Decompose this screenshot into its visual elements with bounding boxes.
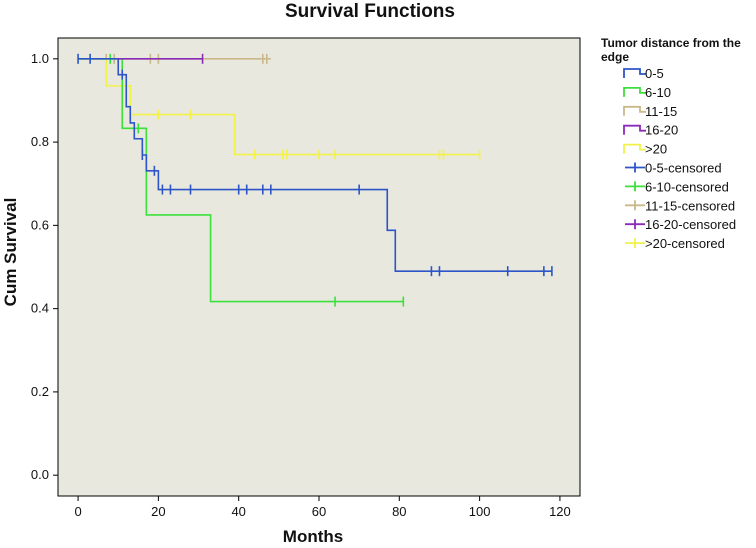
y-tick-label: 0.6 [31,217,49,232]
legend-title-line-2: edge [601,50,629,64]
y-tick-label: 1.0 [31,51,49,66]
legend-label: 11-15-censored [645,198,735,213]
y-tick-label: 0.8 [31,134,49,149]
survival-curve-6-10 [78,58,404,303]
plot-area [57,37,581,497]
legend-line-swatch [623,124,646,135]
legend-title-line-1: Tumor distance from the [601,36,741,50]
survival-curve->20 [78,58,480,156]
legend-label: 0-5-censored [645,161,722,176]
legend-label: 16-20 [645,123,678,138]
y-axis: 0.0 0.2 0.4 0.6 0.8 1.0 [31,51,58,482]
x-axis: 0 20 40 60 80 100 120 [74,496,571,519]
x-tick-label: 120 [549,504,571,519]
y-tick-label: 0.4 [31,301,49,316]
legend-label: >20-censored [645,236,725,251]
legend-item: 6-10-censored [625,179,729,194]
legend-censor-swatch [625,181,645,192]
legend-censor-swatch [625,200,645,211]
legend-item: 11-15 [623,104,677,119]
x-tick-label: 60 [312,504,326,519]
legend-label: 11-15 [645,104,677,119]
series-0-5 [77,53,553,277]
legend-item: 16-20-censored [625,217,736,232]
legend-item: >20 [623,142,667,157]
legend-censor-swatch [625,219,645,230]
x-tick-label: 40 [231,504,245,519]
legend-item: >20-censored [625,236,725,251]
series->20 [78,58,481,160]
legend-item: 0-5-censored [625,161,722,176]
legend-line-swatch [623,87,646,97]
legend-item: 16-20 [623,123,678,138]
legend-line-swatch [623,68,646,78]
legend-line-swatch [623,105,646,116]
y-tick-label: 0.0 [31,467,49,482]
y-axis-label: Cum Survival [1,198,20,307]
legend-label: 6-10-censored [645,179,729,194]
legend-label: 16-20-censored [645,217,736,232]
x-axis-label: Months [283,527,343,546]
series-layer [77,53,553,307]
x-tick-label: 100 [469,504,491,519]
legend-label: >20 [645,142,667,157]
survival-curve-0-5 [78,58,552,272]
legend-item: 11-15-censored [625,198,735,213]
legend: Tumor distance from the edge 0-5 6-10 11-1… [601,36,741,251]
series-16-20 [118,53,204,64]
chart-title: Survival Functions [285,1,455,22]
x-tick-label: 0 [74,504,81,519]
legend-label: 6-10 [645,85,671,100]
legend-line-swatch [623,143,646,154]
y-tick-label: 0.2 [31,384,49,399]
x-tick-label: 20 [151,504,165,519]
legend-censor-swatch [625,162,645,173]
legend-censor-swatch [625,238,645,249]
legend-item: 0-5 [623,66,664,81]
legend-label: 0-5 [645,66,664,81]
x-tick-label: 80 [392,504,406,519]
legend-item: 6-10 [623,85,671,100]
